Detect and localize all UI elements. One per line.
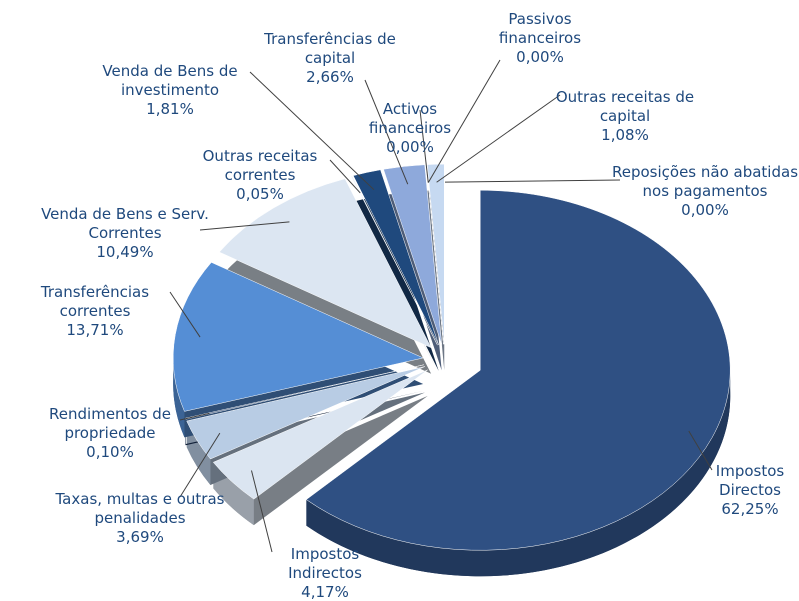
category-label: Transferências correntes: [40, 283, 150, 320]
category-label: Passivos financeiros: [498, 10, 582, 47]
value-label: 1,81%: [146, 100, 194, 118]
slice-bottom: [213, 395, 428, 526]
value-label: 2,66%: [306, 68, 354, 86]
value-label: 0,00%: [386, 138, 434, 156]
leader-line: [250, 470, 273, 553]
leader-line: [199, 221, 290, 231]
value-label: 1,08%: [601, 126, 649, 144]
category-label: Venda de Bens e Serv. Correntes: [41, 205, 209, 242]
leader-line: [364, 79, 409, 185]
leader-line: [249, 71, 375, 191]
data-label: Outras receitas correntes 0,05%: [180, 147, 340, 204]
leader-line: [179, 412, 210, 421]
value-label: 0,05%: [236, 185, 284, 203]
slice-side: [173, 357, 185, 438]
slice: [218, 178, 432, 349]
data-label: Activos financeiros 0,00%: [355, 100, 465, 157]
category-label: Reposições não abatidas nos pagamentos: [611, 163, 799, 200]
category-label: Outras receitas correntes: [202, 147, 318, 184]
data-label: Venda de Bens e Serv. Correntes 10,49%: [30, 205, 220, 262]
value-label: 62,25%: [721, 500, 779, 518]
data-label: Transferências de capital 2,66%: [240, 30, 420, 87]
data-label: Impostos Indirectos 4,17%: [265, 545, 385, 601]
category-label: Impostos Directos: [715, 462, 785, 499]
data-label: Impostos Directos 62,25%: [690, 462, 799, 519]
data-label: Passivos financeiros 0,00%: [470, 10, 610, 67]
category-label: Impostos Indirectos: [288, 545, 362, 582]
data-label: Taxas, multas e outras penalidades 3,69%: [50, 490, 230, 547]
category-label: Rendimentos de propriedade: [49, 405, 171, 442]
slice: [352, 169, 439, 345]
leader-line: [419, 109, 429, 183]
slice-side: [186, 421, 211, 485]
data-label: Venda de Bens de investimento 1,81%: [70, 62, 270, 119]
slice: [212, 369, 428, 500]
slice: [350, 175, 438, 346]
category-label: Outras receitas de capital: [555, 88, 695, 125]
slice: [383, 164, 442, 345]
value-label: 0,00%: [681, 201, 729, 219]
data-label: Reposições não abatidas nos pagamentos 0,…: [610, 163, 799, 220]
data-label: Transferências correntes 13,71%: [10, 283, 180, 340]
value-label: 4,17%: [301, 583, 349, 601]
slice-side: [306, 370, 731, 577]
leader-line: [427, 59, 501, 183]
slice: [186, 366, 426, 460]
leader-line: [436, 94, 561, 183]
value-label: 0,10%: [86, 443, 134, 461]
slice: [305, 190, 731, 551]
category-label: Transferências de capital: [264, 30, 396, 67]
slice: [427, 163, 445, 345]
category-label: Taxas, multas e outras penalidades: [55, 490, 225, 527]
value-label: 0,00%: [516, 48, 564, 66]
leader-line: [688, 430, 713, 471]
slice: [172, 262, 424, 412]
leader-line: [169, 291, 201, 338]
value-label: 13,71%: [66, 321, 124, 339]
category-label: Activos financeiros: [368, 100, 452, 137]
data-label: Outras receitas de capital 1,08%: [540, 88, 710, 145]
data-label: Rendimentos de propriedade 0,10%: [20, 405, 200, 462]
leader-line: [179, 432, 221, 498]
leader-line: [444, 179, 621, 183]
leader-line: [329, 159, 361, 194]
value-label: 3,69%: [116, 528, 164, 546]
category-label: Venda de Bens de investimento: [102, 62, 238, 99]
value-label: 10,49%: [96, 243, 154, 261]
